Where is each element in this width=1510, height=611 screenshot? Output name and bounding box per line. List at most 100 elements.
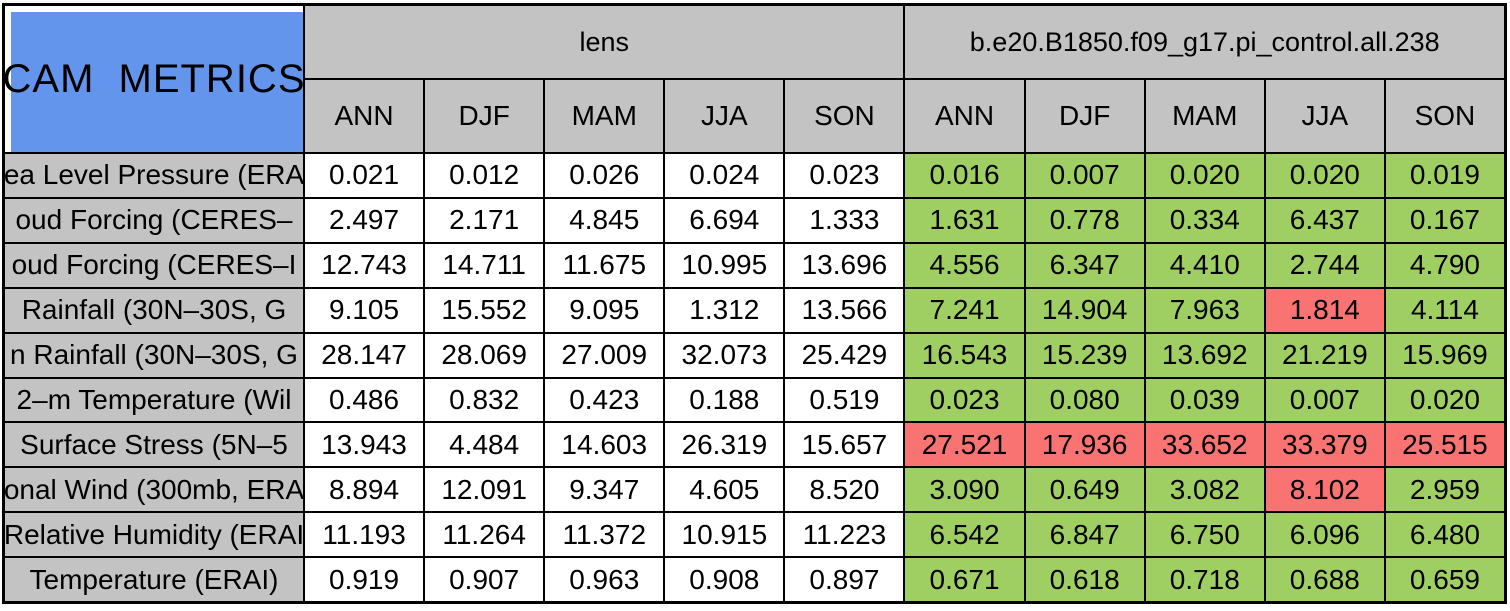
lens-value-cell: 0.188 <box>665 378 784 422</box>
metric-label: onal Wind (300mb, ERA <box>5 468 303 512</box>
control-value-cell: 0.080 <box>1025 378 1144 422</box>
lens-value-cell: 1.333 <box>785 198 904 242</box>
lens-value-cell: 15.657 <box>785 423 904 467</box>
lens-value-cell: 4.605 <box>665 468 784 512</box>
control-value-cell: 21.219 <box>1265 333 1384 377</box>
control-value-cell: 2.959 <box>1385 468 1504 512</box>
lens-value-cell: 14.711 <box>425 243 544 287</box>
control-value-cell: 25.515 <box>1385 423 1504 467</box>
lens-value-cell: 28.147 <box>305 333 424 377</box>
lens-value-cell: 0.963 <box>545 558 664 601</box>
control-value-cell: 6.347 <box>1025 243 1144 287</box>
control-value-cell: 0.039 <box>1145 378 1264 422</box>
control-value-cell: 17.936 <box>1025 423 1144 467</box>
metric-label: oud Forcing (CERES– <box>5 198 303 242</box>
control-value-cell: 0.649 <box>1025 468 1144 512</box>
lens-value-cell: 0.012 <box>425 154 544 197</box>
lens-value-cell: 2.497 <box>305 198 424 242</box>
lens-value-cell: 10.915 <box>665 513 784 557</box>
control-value-cell: 0.007 <box>1025 154 1144 197</box>
control-value-cell: 7.963 <box>1145 288 1264 332</box>
control-value-cell: 33.652 <box>1145 423 1264 467</box>
season-header-control-son: SON <box>1385 80 1504 152</box>
lens-value-cell: 0.907 <box>425 558 544 601</box>
control-value-cell: 0.023 <box>905 378 1024 422</box>
lens-value-cell: 28.069 <box>425 333 544 377</box>
control-value-cell: 13.692 <box>1145 333 1264 377</box>
season-header-control-djf: DJF <box>1025 80 1144 152</box>
control-value-cell: 0.020 <box>1265 154 1384 197</box>
control-value-cell: 0.671 <box>905 558 1024 601</box>
lens-value-cell: 2.171 <box>425 198 544 242</box>
lens-value-cell: 0.897 <box>785 558 904 601</box>
lens-value-cell: 15.552 <box>425 288 544 332</box>
lens-value-cell: 10.995 <box>665 243 784 287</box>
control-value-cell: 0.718 <box>1145 558 1264 601</box>
lens-value-cell: 9.347 <box>545 468 664 512</box>
lens-value-cell: 12.091 <box>425 468 544 512</box>
season-header-lens-son: SON <box>785 80 904 152</box>
control-value-cell: 3.082 <box>1145 468 1264 512</box>
control-value-cell: 0.334 <box>1145 198 1264 242</box>
lens-value-cell: 0.026 <box>545 154 664 197</box>
lens-value-cell: 13.566 <box>785 288 904 332</box>
lens-value-cell: 14.603 <box>545 423 664 467</box>
lens-value-cell: 8.520 <box>785 468 904 512</box>
control-value-cell: 14.904 <box>1025 288 1144 332</box>
control-value-cell: 0.167 <box>1385 198 1504 242</box>
control-value-cell: 0.016 <box>905 154 1024 197</box>
control-value-cell: 15.239 <box>1025 333 1144 377</box>
lens-value-cell: 13.943 <box>305 423 424 467</box>
lens-value-cell: 6.694 <box>665 198 784 242</box>
control-value-cell: 6.437 <box>1265 198 1384 242</box>
lens-value-cell: 0.486 <box>305 378 424 422</box>
control-value-cell: 8.102 <box>1265 468 1384 512</box>
control-value-cell: 33.379 <box>1265 423 1384 467</box>
control-value-cell: 6.542 <box>905 513 1024 557</box>
season-header-control-mam: MAM <box>1145 80 1264 152</box>
season-header-lens-mam: MAM <box>545 80 664 152</box>
season-header-control-ann: ANN <box>905 80 1024 152</box>
control-value-cell: 1.814 <box>1265 288 1384 332</box>
metric-label: Rainfall (30N–30S, G <box>5 288 303 332</box>
lens-value-cell: 27.009 <box>545 333 664 377</box>
season-header-lens-jja: JJA <box>665 80 784 152</box>
control-value-cell: 4.114 <box>1385 288 1504 332</box>
lens-value-cell: 0.519 <box>785 378 904 422</box>
metric-label: n Rainfall (30N–30S, G <box>5 333 303 377</box>
lens-value-cell: 32.073 <box>665 333 784 377</box>
lens-value-cell: 11.675 <box>545 243 664 287</box>
metric-label: 2–m Temperature (Wil <box>5 378 303 422</box>
lens-value-cell: 9.105 <box>305 288 424 332</box>
metric-label: ea Level Pressure (ERA <box>5 154 303 197</box>
control-value-cell: 1.631 <box>905 198 1024 242</box>
lens-value-cell: 0.423 <box>545 378 664 422</box>
metric-label: oud Forcing (CERES–I <box>5 243 303 287</box>
control-value-cell: 0.659 <box>1385 558 1504 601</box>
lens-value-cell: 11.372 <box>545 513 664 557</box>
lens-value-cell: 0.021 <box>305 154 424 197</box>
control-value-cell: 6.847 <box>1025 513 1144 557</box>
control-value-cell: 15.969 <box>1385 333 1504 377</box>
control-value-cell: 2.744 <box>1265 243 1384 287</box>
lens-value-cell: 4.484 <box>425 423 544 467</box>
control-value-cell: 6.750 <box>1145 513 1264 557</box>
control-value-cell: 0.020 <box>1385 378 1504 422</box>
lens-value-cell: 11.223 <box>785 513 904 557</box>
control-value-cell: 16.543 <box>905 333 1024 377</box>
lens-value-cell: 0.919 <box>305 558 424 601</box>
lens-value-cell: 8.894 <box>305 468 424 512</box>
metric-label: Temperature (ERAI) <box>5 558 303 601</box>
lens-value-cell: 11.193 <box>305 513 424 557</box>
lens-value-cell: 0.908 <box>665 558 784 601</box>
metric-label: Surface Stress (5N–5 <box>5 423 303 467</box>
control-value-cell: 6.480 <box>1385 513 1504 557</box>
control-value-cell: 0.020 <box>1145 154 1264 197</box>
lens-value-cell: 0.023 <box>785 154 904 197</box>
lens-value-cell: 25.429 <box>785 333 904 377</box>
season-header-control-jja: JJA <box>1265 80 1384 152</box>
table-title: CAM METRICS <box>5 6 303 152</box>
control-value-cell: 0.019 <box>1385 154 1504 197</box>
lens-value-cell: 0.832 <box>425 378 544 422</box>
lens-value-cell: 26.319 <box>665 423 784 467</box>
